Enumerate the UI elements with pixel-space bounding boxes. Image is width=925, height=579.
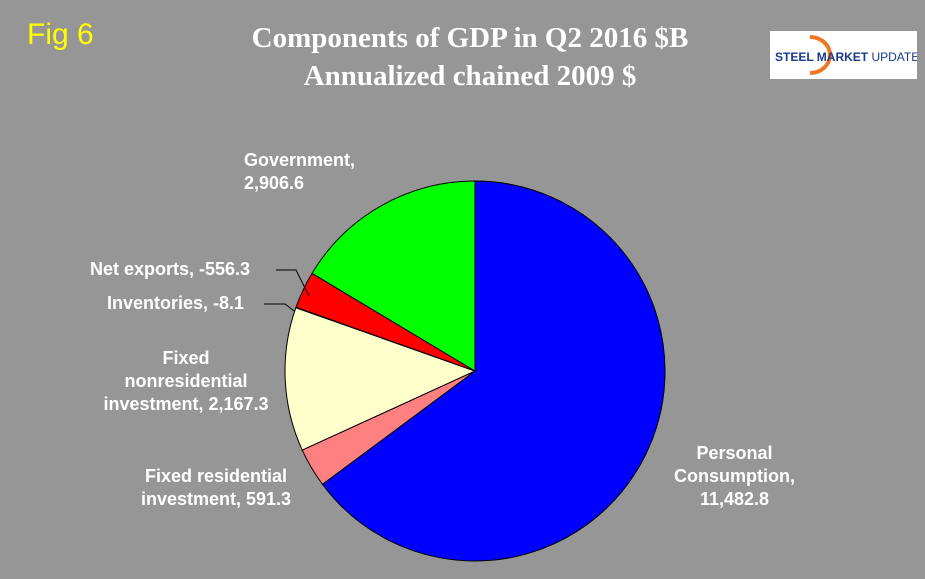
data-label-fixed-residential: Fixed residential investment, 591.3 <box>125 465 307 511</box>
leader-line-net-exports <box>276 269 310 297</box>
data-label-fixed-nonresidential: Fixed nonresidential investment, 2,167.3 <box>90 347 282 416</box>
label-line: Fixed residential <box>144 466 288 486</box>
label-line: nonresidential <box>124 371 248 391</box>
label-line: investment, 2,167.3 <box>103 394 269 414</box>
label-line: investment, 591.3 <box>140 489 292 509</box>
label-line: Personal <box>696 443 773 463</box>
figure-label: Fig 6 <box>27 18 94 51</box>
logo-graphic: STEEL MARKET UPDATE <box>775 35 917 75</box>
label-line: 2,906.6 <box>244 173 305 193</box>
pie-slice-fixed-nonresidential-investment <box>284 307 477 451</box>
label-line: Consumption, <box>674 466 795 486</box>
label-line: 11,482.8 <box>699 489 770 509</box>
leader-line-inventories <box>264 303 295 312</box>
logo-arc <box>809 35 832 75</box>
pie-slice-personal-consumption <box>321 180 666 562</box>
chart-subtitle: Annualized chained 2009 $ <box>303 60 637 92</box>
data-label-net-exports: Net exports, -556.3 <box>90 259 251 279</box>
steel-market-update-logo: STEEL MARKET UPDATE <box>770 31 917 79</box>
label-line: Fixed <box>162 348 210 368</box>
pie-slice-government <box>311 180 476 372</box>
chart-title: Components of GDP in Q2 2016 $B <box>251 22 689 54</box>
data-label-government: Government, 2,906.6 <box>244 149 355 195</box>
logo-text: STEEL MARKET UPDATE <box>775 50 917 64</box>
label-line: Government, <box>244 150 356 170</box>
data-label-personal-consumption: Personal Consumption, 11,482.8 <box>672 442 797 511</box>
data-label-inventories: Inventories, -8.1 <box>107 293 245 313</box>
